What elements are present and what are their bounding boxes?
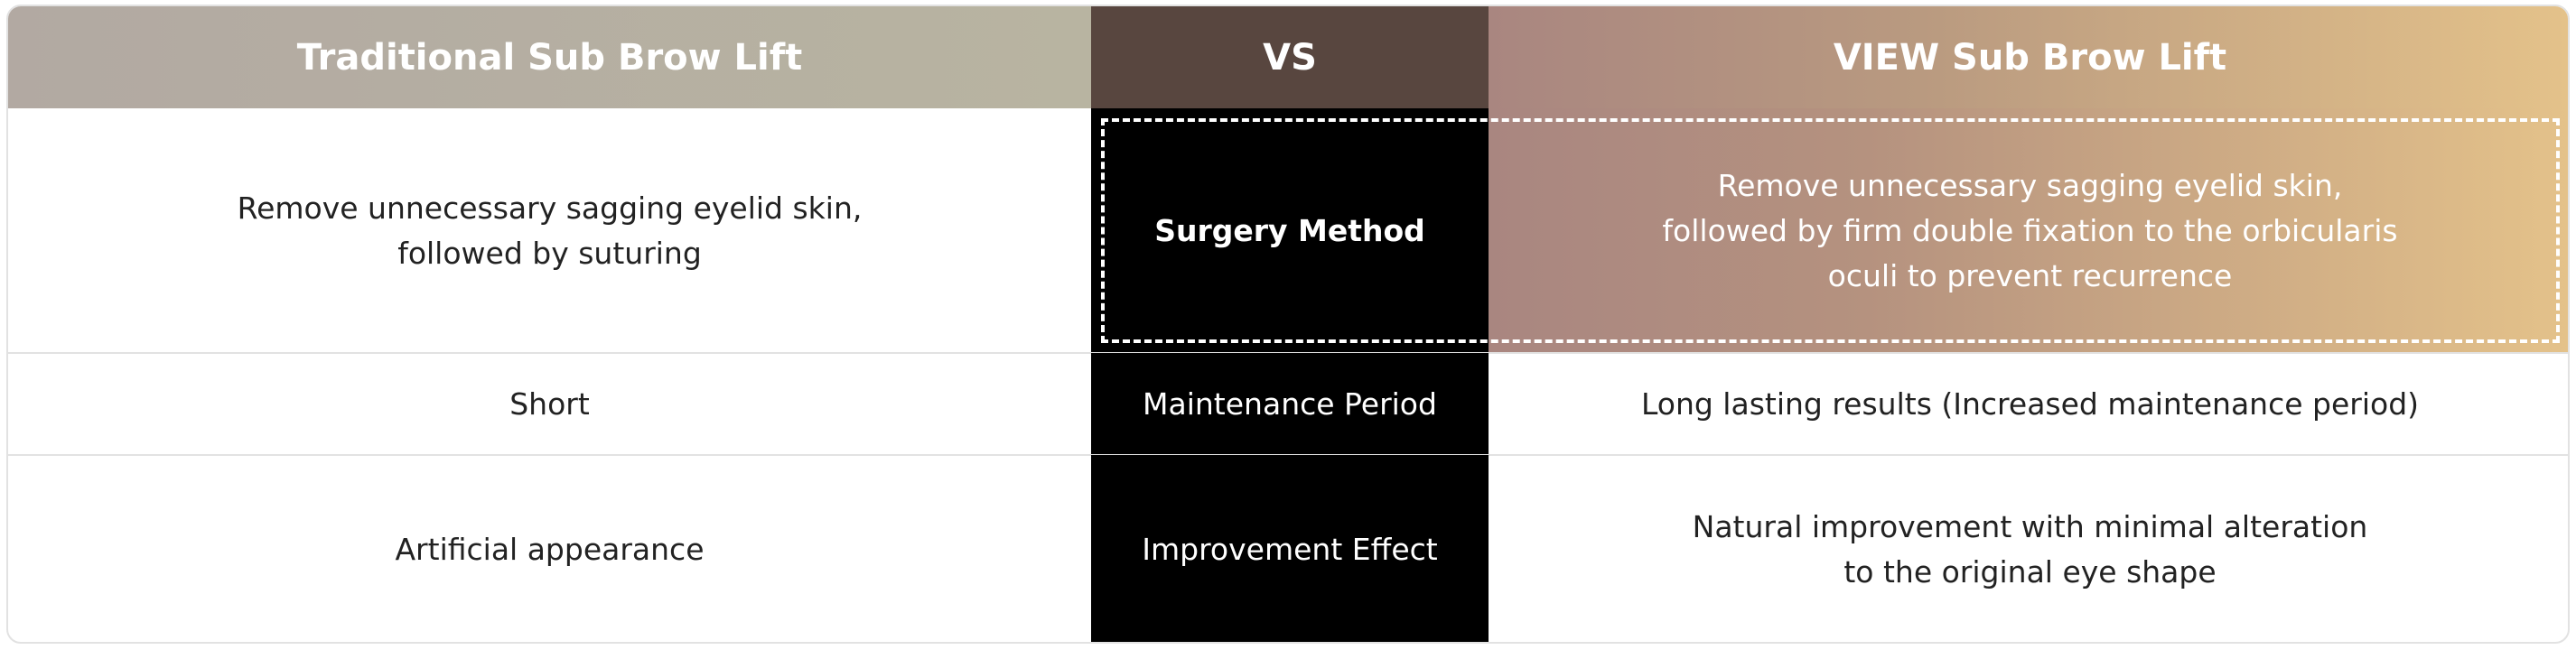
row-label: Maintenance Period [1091, 353, 1489, 455]
highlight-frame [1101, 118, 2560, 343]
row-label: Surgery Method [1091, 108, 1489, 353]
header-text: VIEW Sub Brow Lift [1833, 36, 2227, 79]
header-middle: VS [1091, 6, 1489, 108]
header-left: Traditional Sub Brow Lift [8, 6, 1091, 108]
right-cell: Long lasting results (Increased maintena… [1489, 353, 2568, 455]
cell-text: Artificial appearance [395, 531, 705, 567]
cell-text: followed by suturing [397, 235, 702, 271]
header-right: VIEW Sub Brow Lift [1489, 6, 2568, 108]
left-cell: Artificial appearance [8, 455, 1091, 642]
label-text: Maintenance Period [1143, 386, 1437, 422]
cell-text: Natural improvement with minimal alterat… [1692, 508, 2368, 544]
cell-text: Remove unnecessary sagging eyelid skin, [1717, 167, 2343, 203]
label-text: Surgery Method [1154, 213, 1425, 248]
left-cell: Remove unnecessary sagging eyelid skin, f… [8, 108, 1091, 353]
cell-text: Remove unnecessary sagging eyelid skin, [237, 190, 863, 226]
right-cell: Remove unnecessary sagging eyelid skin, f… [1489, 108, 2568, 353]
comparison-table: Traditional Sub Brow Lift VS VIEW Sub Br… [6, 5, 2570, 644]
label-text: Improvement Effect [1142, 532, 1438, 567]
cell-text: oculi to prevent recurrence [1827, 257, 2233, 293]
cell-text: to the original eye shape [1843, 553, 2217, 590]
left-cell: Short [8, 353, 1091, 455]
right-cell: Natural improvement with minimal alterat… [1489, 455, 2568, 642]
cell-text: Short [509, 385, 590, 422]
header-text: Traditional Sub Brow Lift [296, 36, 803, 79]
cell-text: followed by firm double fixation to the … [1662, 212, 2398, 248]
row-label: Improvement Effect [1091, 455, 1489, 642]
cell-text: Long lasting results (Increased maintena… [1640, 385, 2420, 422]
header-text: VS [1263, 36, 1317, 79]
